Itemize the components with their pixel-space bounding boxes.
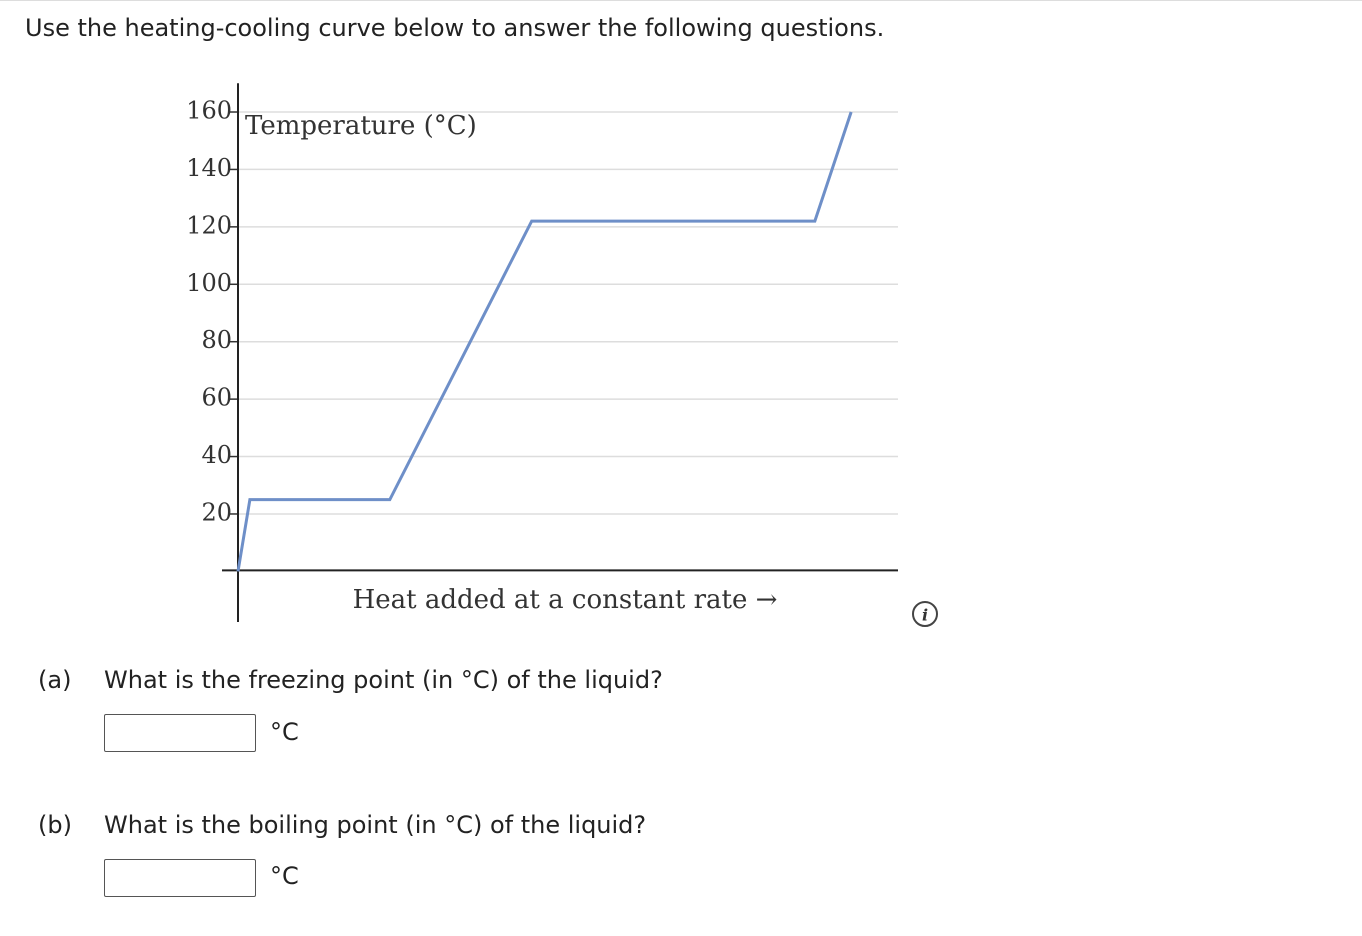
question-label: (a) — [38, 666, 72, 694]
y-tick-label: 140 — [186, 154, 232, 182]
question-text: What is the freezing point (in °C) of th… — [104, 666, 663, 694]
intro: Use the heating-cooling curve below to a… — [25, 14, 885, 42]
y-tick-label: 20 — [201, 498, 232, 526]
question-text: What is the boiling point (in °C) of the… — [104, 811, 647, 839]
question-label: (b) — [38, 811, 72, 839]
divider — [0, 0, 1362, 1]
y-tick-label: 100 — [186, 269, 232, 297]
x-axis-label: Heat added at a constant rate → — [353, 585, 778, 615]
info-icon[interactable]: i — [912, 601, 938, 627]
chart: Temperature (°C) Heat added at a constan… — [186, 83, 938, 627]
svg-text:i: i — [922, 606, 928, 625]
y-tick-label: 120 — [186, 211, 232, 239]
answer-input[interactable] — [104, 859, 256, 897]
unit: °C — [270, 718, 299, 746]
data-line — [236, 111, 853, 572]
answer-input[interactable] — [104, 714, 256, 752]
unit: °C — [270, 862, 299, 890]
y-tick-label: 160 — [186, 97, 232, 125]
y-tick-label: 60 — [201, 384, 232, 412]
y-axis-label: Temperature (°C) — [245, 111, 477, 141]
y-tick-label: 80 — [201, 326, 232, 354]
y-tick-label: 40 — [201, 441, 232, 469]
